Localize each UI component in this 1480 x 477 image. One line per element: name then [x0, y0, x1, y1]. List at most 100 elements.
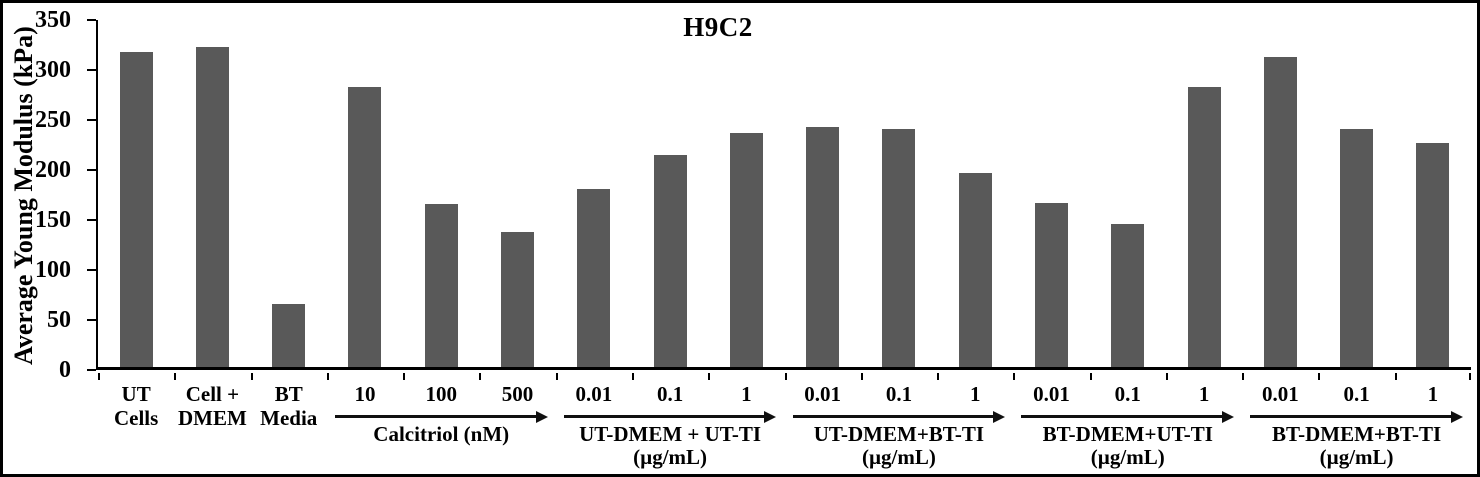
bar: [806, 127, 840, 367]
group-label-line: UT-DMEM+BT-TI: [813, 422, 985, 446]
y-tick-label: 300: [35, 57, 71, 83]
category-label-line: BT: [274, 382, 303, 406]
arrow-line: [563, 415, 765, 418]
category-label: 10: [327, 382, 403, 430]
group-annotations: Calcitriol (nM) UT-DMEM + UT-TI (µg/mL) UT-…: [98, 410, 1471, 474]
y-tick-label: 350: [35, 7, 71, 33]
arrow-line: [1021, 415, 1223, 418]
y-tick-mark: [87, 169, 96, 171]
group-label-line: (µg/mL): [633, 445, 708, 469]
category-label-line: 10: [354, 382, 376, 406]
category-label-line: 0.01: [1261, 382, 1299, 406]
y-tick-mark: [87, 69, 96, 71]
group-label: BT-DMEM+UT-TI (µg/mL): [1021, 423, 1234, 469]
x-tick-mark: [1013, 373, 1016, 380]
bar-column: [861, 129, 937, 367]
bar-column: [98, 52, 174, 367]
category-label: 0.1: [1090, 382, 1166, 430]
category-label: 0.1: [632, 382, 708, 430]
bar: [1187, 87, 1221, 367]
x-tick-mark: [250, 373, 253, 380]
category-label-line: Cell +: [185, 382, 240, 406]
group-label-line: (µg/mL): [1090, 445, 1165, 469]
arrow-head-icon: [764, 410, 777, 423]
category-label-line: Cells: [113, 406, 159, 430]
category-label-line: 0.1: [885, 382, 913, 406]
plot-area: [98, 20, 1471, 370]
bar: [1111, 224, 1145, 367]
group-label-line: (µg/mL): [861, 445, 936, 469]
category-label-line: UT: [121, 382, 151, 406]
bar: [882, 129, 916, 367]
category-label: 0.01: [556, 382, 632, 430]
bar-column: [479, 232, 555, 367]
x-tick-mark: [1469, 373, 1471, 380]
bar: [1263, 57, 1297, 367]
group-annotation: BT-DMEM+UT-TI (µg/mL): [1021, 410, 1235, 469]
y-tick-label: 200: [35, 157, 71, 183]
x-tick-mark: [1089, 373, 1092, 380]
x-tick-mark: [708, 373, 711, 380]
group-label: UT-DMEM+BT-TI (µg/mL): [793, 423, 1006, 469]
category-label: 0.1: [861, 382, 937, 430]
bar: [119, 52, 153, 367]
category-label-line: 1: [969, 382, 981, 406]
x-tick-mark: [1394, 373, 1397, 380]
y-tick-mark: [87, 219, 96, 221]
y-tick-label: 250: [35, 107, 71, 133]
category-label-line: 0.01: [804, 382, 842, 406]
group-annotation: UT-DMEM + UT-TI (µg/mL): [563, 410, 777, 469]
category-label: 0.01: [785, 382, 861, 430]
bar: [1340, 129, 1374, 367]
x-tick-mark: [98, 373, 100, 380]
x-tick-mark: [1242, 373, 1245, 380]
category-label-line: 0.1: [1114, 382, 1141, 406]
chart-title: H9C2: [683, 12, 753, 42]
category-label: 500: [479, 382, 555, 430]
group-range-arrow: [334, 410, 548, 423]
bar-column: [1166, 87, 1242, 367]
category-label-line: DMEM: [178, 406, 247, 430]
x-tick-mark: [631, 373, 634, 380]
x-tick-mark: [784, 373, 787, 380]
bar-column: [632, 155, 708, 367]
group-label-line: BT-DMEM+UT-TI: [1042, 422, 1213, 446]
bar: [424, 204, 458, 367]
x-tick-mark: [937, 373, 940, 380]
group-label: BT-DMEM+BT-TI (µg/mL): [1250, 423, 1463, 469]
x-tick-mark: [555, 373, 558, 380]
category-label-line: 1: [1198, 382, 1210, 406]
group-annotation: Calcitriol (nM): [334, 410, 548, 446]
arrow-head-icon: [1450, 410, 1463, 423]
y-tick-mark: [87, 269, 96, 271]
arrow-head-icon: [993, 410, 1006, 423]
bar-column: [937, 173, 1013, 367]
bar-column: [708, 133, 784, 367]
category-label: 0.1: [1319, 382, 1395, 430]
bar-column: [785, 127, 861, 367]
group-label: UT-DMEM + UT-TI (µg/mL): [564, 423, 777, 469]
group-label: Calcitriol (nM): [335, 423, 548, 446]
bar: [195, 47, 229, 367]
category-label-line: 1: [1427, 382, 1439, 406]
y-tick-mark: [87, 119, 96, 121]
bar: [1035, 203, 1069, 367]
bar-column: [1090, 224, 1166, 367]
group-annotation: UT-DMEM+BT-TI (µg/mL): [792, 410, 1006, 469]
x-axis-tick-marks: [98, 373, 1471, 380]
category-label-line: 0.1: [656, 382, 684, 406]
group-range-arrow: [1250, 410, 1463, 423]
y-tick-mark: [87, 19, 96, 21]
group-label-line: (µg/mL): [1319, 445, 1394, 469]
y-tick-mark: [87, 369, 96, 371]
y-tick-mark: [87, 319, 96, 321]
bar-column: [1013, 203, 1089, 367]
group-range-arrow: [792, 410, 1006, 423]
group-label-line: BT-DMEM+BT-TI: [1272, 422, 1442, 446]
category-label-line: 1: [741, 382, 752, 406]
category-label: Cell + DMEM: [174, 382, 250, 430]
x-tick-mark: [1165, 373, 1168, 380]
y-axis: 0 50 100 150 200 250 300 350: [3, 8, 98, 382]
bar-column: [1319, 129, 1395, 367]
